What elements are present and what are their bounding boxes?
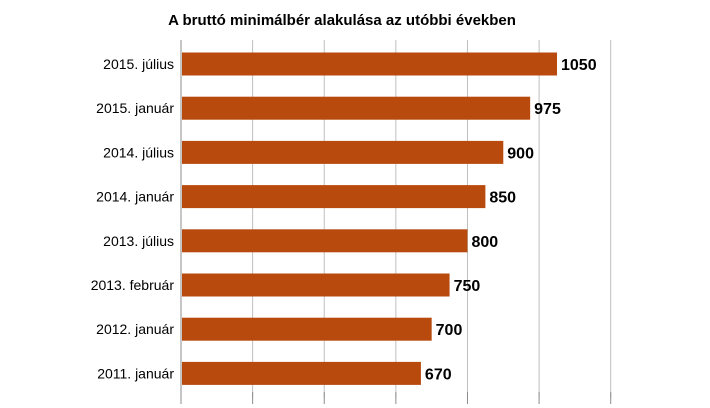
bar bbox=[182, 96, 531, 120]
data-label: 670 bbox=[425, 366, 452, 383]
bar bbox=[182, 317, 432, 341]
data-label: 975 bbox=[534, 101, 561, 118]
bar bbox=[182, 52, 558, 76]
bar bbox=[182, 140, 504, 164]
category-labels: 2015. július 2015. január 2014. július 2014… bbox=[91, 56, 175, 381]
category-label: 2013. február bbox=[91, 277, 175, 293]
category-label: 2014. július bbox=[103, 144, 174, 160]
data-label: 800 bbox=[471, 234, 498, 251]
bars bbox=[182, 52, 558, 385]
category-label: 2015. július bbox=[103, 56, 174, 72]
data-label: 1050 bbox=[561, 57, 597, 74]
category-label: 2011. január bbox=[97, 365, 174, 381]
bar bbox=[182, 185, 486, 209]
category-label: 2012. január bbox=[96, 321, 174, 337]
data-label: 750 bbox=[454, 278, 481, 295]
data-label: 850 bbox=[489, 190, 516, 207]
data-labels: 1050 975 900 850 800 750 700 670 bbox=[425, 57, 597, 383]
gridlines bbox=[180, 40, 612, 404]
bar bbox=[182, 273, 450, 297]
data-label: 700 bbox=[436, 322, 463, 339]
category-label: 2014. január bbox=[96, 189, 174, 205]
data-label: 900 bbox=[507, 145, 534, 162]
category-label: 2015. január bbox=[96, 100, 174, 116]
bar bbox=[182, 361, 421, 385]
chart-title: A bruttó minimálbér alakulása az utóbbi … bbox=[168, 12, 516, 29]
bar bbox=[182, 229, 468, 253]
category-label: 2013. július bbox=[103, 233, 174, 249]
